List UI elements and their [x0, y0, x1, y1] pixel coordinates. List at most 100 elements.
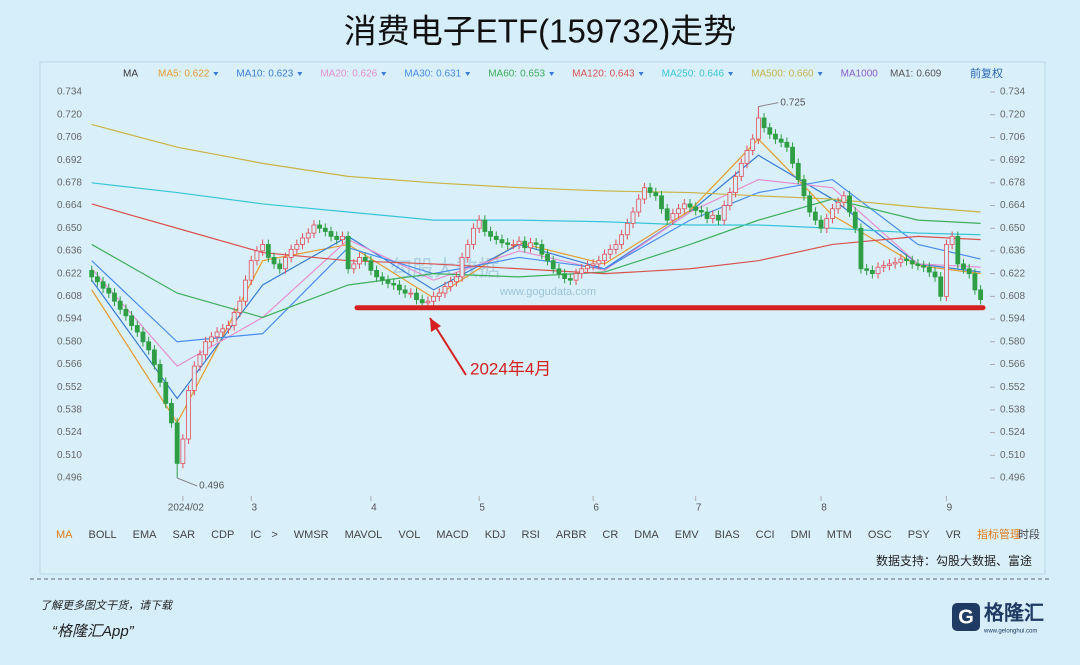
- indicator-tab[interactable]: DMI: [791, 529, 811, 541]
- indicator-tab[interactable]: WMSR: [294, 529, 329, 541]
- candle-body: [191, 365, 197, 391]
- candle-body: [642, 187, 647, 200]
- indicator-tab[interactable]: 时段: [1018, 527, 1040, 541]
- candle-body: [944, 244, 949, 297]
- candle-body: [288, 248, 294, 258]
- candle-body: [949, 235, 955, 245]
- candle-body: [294, 244, 300, 250]
- candle-body: [163, 381, 169, 404]
- candle-body: [419, 299, 425, 304]
- footer-app: “格隆汇App”: [52, 623, 135, 640]
- ma-line: [91, 182, 981, 236]
- ma-line: [91, 178, 981, 343]
- candle-body: [505, 242, 511, 245]
- candle-body: [972, 273, 978, 291]
- indicator-tab[interactable]: PSY: [908, 529, 931, 541]
- candle-body: [767, 127, 773, 135]
- candle-body: [869, 270, 875, 275]
- indicator-tab[interactable]: MA: [56, 529, 73, 541]
- candle-body: [841, 195, 847, 203]
- legend-name: MA60:: [488, 69, 517, 80]
- legend-caret: [465, 72, 471, 76]
- candle-body: [117, 300, 123, 310]
- candle-body: [716, 214, 721, 221]
- indicator-tab[interactable]: ARBR: [556, 529, 587, 541]
- indicator-tab[interactable]: EMA: [133, 529, 158, 541]
- candle-body: [129, 315, 134, 326]
- indicator-tab[interactable]: CDP: [211, 529, 234, 541]
- ma-line: [91, 138, 981, 425]
- candle-body: [311, 224, 317, 234]
- candle-body: [203, 341, 209, 356]
- candle-body: [328, 231, 334, 237]
- candle-body: [151, 349, 157, 365]
- candle-body: [738, 162, 744, 177]
- candle-body: [755, 117, 761, 140]
- legend-name: MA500:: [751, 69, 785, 80]
- candle-body: [408, 292, 414, 295]
- candle-body: [693, 206, 699, 211]
- y-tick-label-right: 0.664: [1000, 200, 1025, 211]
- indicator-tab[interactable]: MAVOL: [345, 529, 383, 541]
- candle-body: [978, 289, 984, 300]
- candle-body: [499, 239, 505, 244]
- candle-body: [585, 265, 590, 270]
- candle-body: [761, 117, 767, 129]
- candle-body: [721, 205, 727, 221]
- indicator-tab[interactable]: VOL: [398, 529, 420, 541]
- candle-body: [186, 390, 191, 440]
- indicator-tab[interactable]: DMA: [634, 529, 659, 541]
- ma-line: [91, 198, 981, 319]
- candle-body: [402, 289, 408, 294]
- y-tick-label-right: 0.650: [1000, 223, 1025, 234]
- ma-line: [91, 123, 981, 213]
- candle-body: [915, 263, 921, 266]
- indicator-tab[interactable]: EMV: [675, 529, 700, 541]
- candle-body: [670, 213, 676, 221]
- legend-value: 0.623: [268, 69, 293, 80]
- indicator-tab[interactable]: RSI: [522, 529, 540, 541]
- indicator-tab[interactable]: MACD: [436, 529, 468, 541]
- adjust[interactable]: 前复权: [970, 66, 1003, 80]
- indicator-tab[interactable]: >: [271, 529, 277, 541]
- y-tick-label: 0.650: [57, 223, 82, 234]
- candle-body: [169, 402, 174, 424]
- y-tick-label: 0.552: [57, 382, 82, 393]
- y-tick-label: 0.664: [57, 200, 82, 211]
- logo-site: www.gelonghui.com: [983, 629, 1037, 635]
- candle-body: [528, 242, 533, 249]
- legend-caret: [213, 72, 219, 76]
- candle-body: [579, 268, 585, 275]
- indicator-tab[interactable]: BOLL: [89, 529, 117, 541]
- indicator-tab[interactable]: CCI: [756, 529, 775, 541]
- candle-body: [784, 141, 790, 148]
- legend-name: MA1000: [841, 69, 879, 80]
- candle-body: [322, 227, 328, 232]
- candle-body: [510, 244, 516, 246]
- candle-body: [681, 203, 687, 210]
- y-tick-label-right: 0.734: [1000, 87, 1025, 98]
- candle-body: [852, 211, 858, 229]
- indicator-tab[interactable]: MTM: [827, 529, 852, 541]
- legend-name: MA30:: [404, 69, 433, 80]
- candle-body: [562, 273, 568, 279]
- indicator-tab[interactable]: KDJ: [485, 529, 506, 541]
- candle-body: [265, 244, 271, 258]
- candle-body: [112, 292, 117, 302]
- candle-body: [704, 211, 710, 219]
- indicator-tab[interactable]: 指标管理: [977, 527, 1021, 541]
- candle-body: [892, 261, 898, 265]
- y-tick-label-right: 0.622: [1000, 268, 1025, 279]
- watermark-url: www.gogudata.com: [499, 286, 596, 298]
- candle-body: [89, 270, 95, 278]
- indicator-tab[interactable]: BIAS: [715, 529, 740, 541]
- y-tick-label: 0.636: [57, 246, 82, 257]
- candle-body: [624, 222, 630, 236]
- indicator-tab[interactable]: CR: [602, 529, 618, 541]
- indicator-tab[interactable]: VR: [946, 529, 961, 541]
- indicator-tab[interactable]: SAR: [172, 529, 195, 541]
- candle-body: [396, 284, 402, 291]
- candle-body: [140, 331, 146, 343]
- indicator-tab[interactable]: IC: [250, 529, 261, 541]
- indicator-tab[interactable]: OSC: [868, 529, 892, 541]
